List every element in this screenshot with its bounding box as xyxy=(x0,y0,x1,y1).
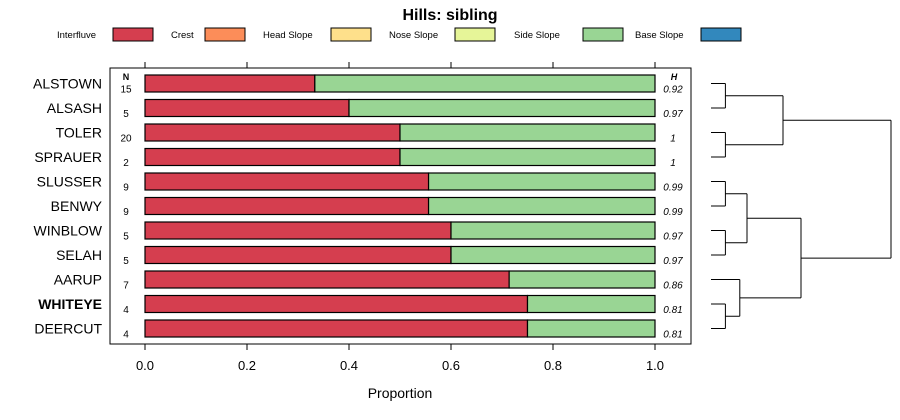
bar-alsash-interfluve xyxy=(144,98,350,118)
n-label: 5 xyxy=(123,232,129,243)
bar-winblow-side-slope xyxy=(450,221,656,240)
legend: Interfluve Crest Head Slope Nose Slope Side … xyxy=(57,27,742,42)
legend-swatch-side-slope xyxy=(582,27,624,42)
n-label: 4 xyxy=(123,330,129,341)
n-header: N xyxy=(123,72,130,82)
row-label-winblow: WINBLOW xyxy=(34,223,103,239)
bar-sprauer-interfluve xyxy=(144,147,401,167)
legend-label-crest: Crest xyxy=(171,30,194,41)
bar-slusser-side-slope xyxy=(427,172,656,191)
x-tick-label: 1.0 xyxy=(646,358,664,373)
h-label: 0.81 xyxy=(663,305,682,316)
n-label: 7 xyxy=(123,281,129,292)
h-label: 1 xyxy=(670,134,676,145)
n-label: 9 xyxy=(123,207,129,218)
chart-title: Hills: sibling xyxy=(402,7,497,24)
row-label-selah: SELAH xyxy=(56,247,102,263)
bar-aarup-side-slope xyxy=(508,270,656,289)
h-label: 0.92 xyxy=(663,85,683,96)
h-labels: 0.92 0.97 1 1 0.99 0.99 0.97 0.97 0.86 0.81 0.81 xyxy=(663,85,683,341)
plot-panel xyxy=(109,67,692,345)
n-label: 5 xyxy=(123,256,129,267)
x-axis-label: Proportion xyxy=(368,385,433,401)
legend-label-base-slope: Base Slope xyxy=(635,30,684,41)
legend-swatch-interfluve xyxy=(112,27,154,42)
bar-whiteye-side-slope xyxy=(526,294,656,314)
legend-swatch-head-slope xyxy=(330,27,372,42)
bar-benwy-side-slope xyxy=(427,196,656,216)
legend-swatch-base-slope xyxy=(700,27,742,42)
x-tick-label: 0.2 xyxy=(238,358,256,373)
h-label: 0.99 xyxy=(663,183,683,194)
bar-group xyxy=(144,74,656,338)
row-label-sprauer: SPRAUER xyxy=(34,149,102,165)
h-label: 0.97 xyxy=(663,256,683,267)
row-labels: ALSTOWN ALSASH TOLER SPRAUER SLUSSER BENWY WIN… xyxy=(33,76,103,337)
bar-toler-interfluve xyxy=(144,123,401,142)
row-label-aarup: AARUP xyxy=(54,272,102,288)
legend-label-interfluve: Interfluve xyxy=(57,30,96,41)
bar-alstown-interfluve xyxy=(144,74,316,93)
x-tick-label: 0.6 xyxy=(442,358,460,373)
bar-toler-side-slope xyxy=(399,123,656,142)
n-label: 20 xyxy=(120,134,132,145)
row-label-whiteye: WHITEYE xyxy=(38,296,102,312)
row-label-deercut: DEERCUT xyxy=(34,321,102,337)
bar-alstown-side-slope xyxy=(314,74,656,93)
bar-selah-interfluve xyxy=(144,245,452,265)
h-label: 0.97 xyxy=(663,109,683,120)
bar-selah-side-slope xyxy=(450,245,656,265)
bar-winblow-interfluve xyxy=(144,221,452,240)
row-label-alsash: ALSASH xyxy=(47,100,102,116)
dendrogram xyxy=(711,83,892,329)
legend-label-nose-slope: Nose Slope xyxy=(389,30,438,41)
h-label: 0.86 xyxy=(663,281,683,292)
bar-benwy-interfluve xyxy=(144,196,430,216)
n-label: 4 xyxy=(123,305,129,316)
bar-alsash-side-slope xyxy=(348,98,656,118)
h-label: 1 xyxy=(670,158,676,169)
n-label: 15 xyxy=(120,85,132,96)
bar-whiteye-interfluve xyxy=(144,294,529,314)
n-labels: 15 5 20 2 9 9 5 5 7 4 4 xyxy=(120,85,132,341)
h-header: H xyxy=(671,72,678,82)
row-label-toler: TOLER xyxy=(56,125,102,141)
legend-swatch-nose-slope xyxy=(454,27,496,42)
n-label: 5 xyxy=(123,109,129,120)
x-axis: 0.0 0.2 0.4 0.6 0.8 1.0 xyxy=(136,62,664,373)
legend-swatch-crest xyxy=(204,27,246,42)
bar-sprauer-side-slope xyxy=(399,147,656,167)
row-label-alstown: ALSTOWN xyxy=(33,76,102,92)
bar-deercut-side-slope xyxy=(526,319,656,338)
h-label: 0.81 xyxy=(663,330,682,341)
bar-deercut-interfluve xyxy=(144,319,529,338)
x-tick-label: 0.8 xyxy=(544,358,562,373)
legend-label-side-slope: Side Slope xyxy=(514,30,560,41)
bar-slusser-interfluve xyxy=(144,172,430,191)
x-tick-label: 0.4 xyxy=(340,358,358,373)
n-label: 9 xyxy=(123,183,129,194)
row-label-slusser: SLUSSER xyxy=(37,174,102,190)
x-tick-label: 0.0 xyxy=(136,358,154,373)
h-label: 0.97 xyxy=(663,232,683,243)
n-label: 2 xyxy=(123,158,129,169)
row-label-benwy: BENWY xyxy=(51,198,103,214)
legend-label-head-slope: Head Slope xyxy=(263,30,313,41)
bar-aarup-interfluve xyxy=(144,270,510,289)
h-label: 0.99 xyxy=(663,207,683,218)
